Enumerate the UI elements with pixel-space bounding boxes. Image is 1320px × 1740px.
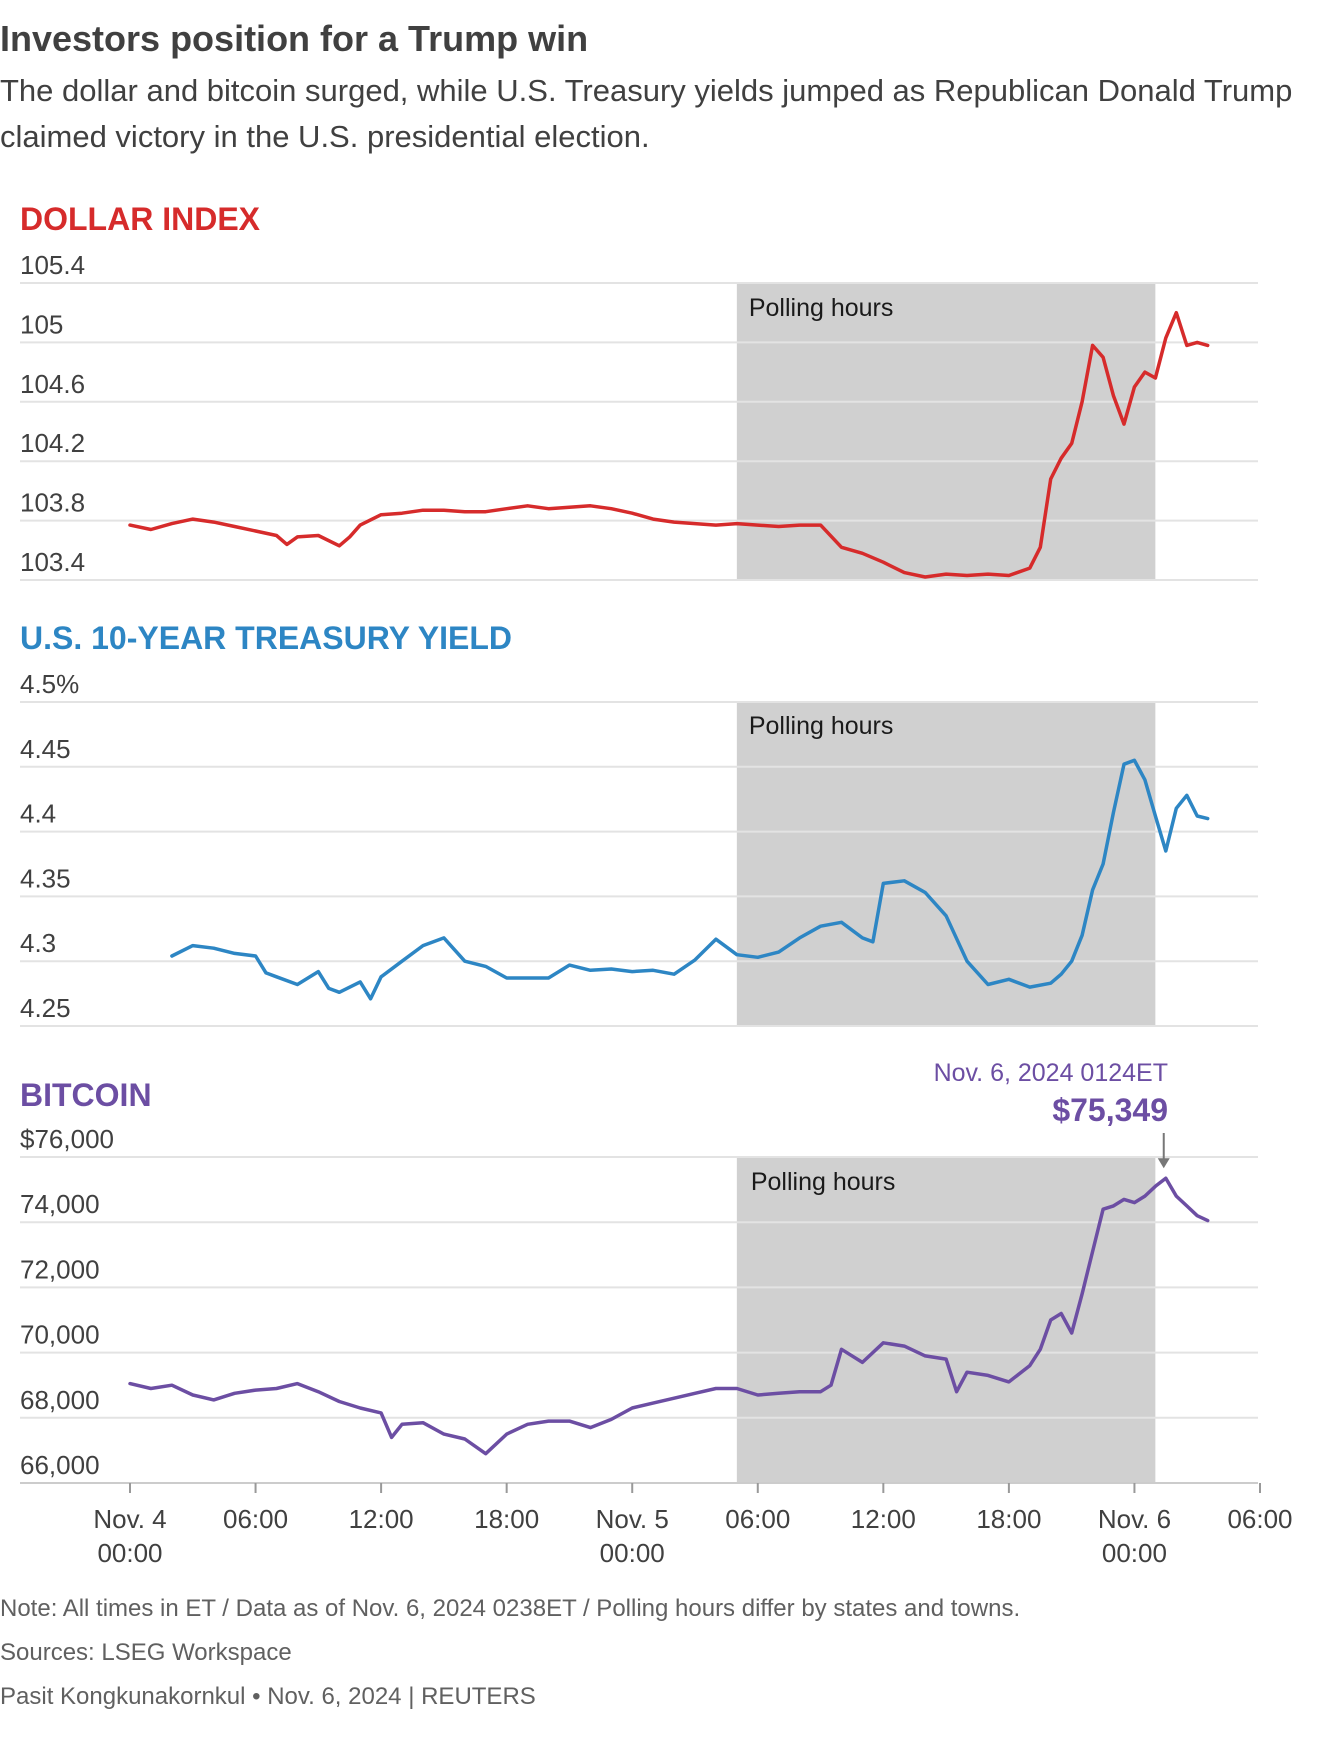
x-tick-label: Nov. 5 xyxy=(596,1504,669,1534)
polling-hours-label: Polling hours xyxy=(751,1168,896,1196)
y-tick-label: 104.2 xyxy=(20,428,85,458)
x-tick-label: 00:00 xyxy=(97,1538,162,1568)
y-tick-label: 68,000 xyxy=(20,1385,100,1415)
series-line xyxy=(170,758,1210,1001)
annotation-date: Nov. 6, 2024 0124ET xyxy=(934,1059,1168,1087)
x-tick-label: 06:00 xyxy=(725,1504,790,1534)
polling-hours-band xyxy=(736,702,1156,1026)
annotation-arrow-head xyxy=(1157,1158,1170,1169)
y-tick-label: 104.6 xyxy=(20,369,85,399)
series-line xyxy=(128,1176,1210,1456)
x-tick-label: 00:00 xyxy=(1102,1538,1167,1568)
y-tick-label: $76,000 xyxy=(20,1124,114,1154)
panel-title: BITCOIN xyxy=(20,1077,152,1113)
y-tick-label: 72,000 xyxy=(20,1254,100,1284)
series-line xyxy=(128,310,1210,579)
panel-title: U.S. 10-YEAR TREASURY YIELD xyxy=(20,620,512,656)
polling-hours-band xyxy=(736,1157,1156,1483)
footer-note: Note: All times in ET / Data as of Nov. … xyxy=(0,1595,1021,1622)
x-tick-label: 06:00 xyxy=(223,1504,288,1534)
y-tick-label: 74,000 xyxy=(20,1189,100,1219)
x-tick-label: Nov. 4 xyxy=(93,1504,166,1534)
y-tick-label: 105.4 xyxy=(20,250,85,280)
polling-hours-band xyxy=(736,283,1156,580)
x-tick-label: 06:00 xyxy=(1227,1504,1292,1534)
polling-hours-label: Polling hours xyxy=(749,712,894,740)
y-tick-label: 4.45 xyxy=(20,734,71,764)
y-tick-label: 4.25 xyxy=(20,993,71,1023)
polling-hours-label: Polling hours xyxy=(749,294,894,322)
x-tick-label: 18:00 xyxy=(474,1504,539,1534)
chart-subtitle: The dollar and bitcoin surged, while U.S… xyxy=(0,73,1293,154)
x-tick-label: 00:00 xyxy=(600,1538,665,1568)
y-tick-label: 4.5% xyxy=(20,669,79,699)
annotation-value: $75,349 xyxy=(1052,1092,1168,1128)
x-tick-label: 18:00 xyxy=(976,1504,1041,1534)
y-tick-label: 70,000 xyxy=(20,1320,100,1350)
y-tick-label: 103.8 xyxy=(20,488,85,518)
x-tick-label: 12:00 xyxy=(349,1504,414,1534)
y-tick-label: 4.35 xyxy=(20,863,71,893)
y-tick-label: 4.3 xyxy=(20,928,56,958)
chart-title: Investors position for a Trump win xyxy=(0,18,589,59)
y-tick-label: 4.4 xyxy=(20,799,56,829)
y-tick-label: 66,000 xyxy=(20,1450,100,1480)
footer-credit: Pasit Kongkunakornkul • Nov. 6, 2024 | R… xyxy=(0,1683,536,1710)
panel-title: DOLLAR INDEX xyxy=(20,201,261,237)
x-tick-label: 12:00 xyxy=(851,1504,916,1534)
y-tick-label: 105 xyxy=(20,309,63,339)
footer-sources: Sources: LSEG Workspace xyxy=(0,1639,292,1666)
y-tick-label: 103.4 xyxy=(20,547,85,577)
x-tick-label: Nov. 6 xyxy=(1098,1504,1171,1534)
